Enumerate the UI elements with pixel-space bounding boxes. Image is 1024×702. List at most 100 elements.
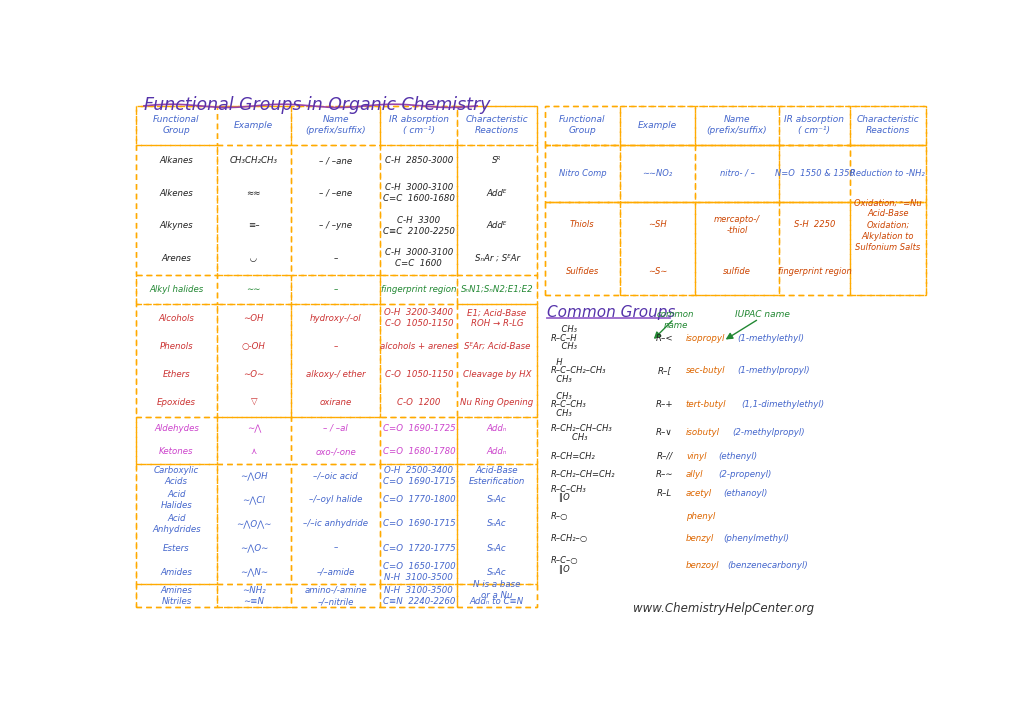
Text: R–C–CH₂–CH₃: R–C–CH₂–CH₃ xyxy=(551,366,606,376)
Text: Thiols: Thiols xyxy=(570,220,595,230)
Text: IR absorption
( cm⁻¹): IR absorption ( cm⁻¹) xyxy=(784,115,845,135)
Text: (2-methylpropyl): (2-methylpropyl) xyxy=(732,428,805,437)
Text: oxirane: oxirane xyxy=(319,398,351,407)
Text: vinyl: vinyl xyxy=(686,451,707,461)
Text: N=O  1550 & 1350: N=O 1550 & 1350 xyxy=(774,168,854,178)
Text: Acid
Halides: Acid Halides xyxy=(161,490,193,510)
Text: Aldehydes: Aldehydes xyxy=(154,424,199,433)
Text: CH₃CH₂CH₃: CH₃CH₂CH₃ xyxy=(229,157,278,166)
Text: ∼O∼: ∼O∼ xyxy=(243,370,264,379)
Text: Amines: Amines xyxy=(161,585,193,595)
Text: Acid-Base
Esterification: Acid-Base Esterification xyxy=(469,465,525,486)
Text: fingerprint region: fingerprint region xyxy=(777,267,851,276)
Text: R–CH₂–CH–CH₃: R–CH₂–CH–CH₃ xyxy=(551,424,612,433)
Text: fingerprint region: fingerprint region xyxy=(381,285,457,294)
Text: ∼≡N: ∼≡N xyxy=(244,597,264,606)
Text: acetyl: acetyl xyxy=(686,489,712,498)
Text: Nu Ring Opening: Nu Ring Opening xyxy=(461,398,534,407)
Text: (ethenyl): (ethenyl) xyxy=(719,451,758,461)
Text: SₙAr ; SᴱAr: SₙAr ; SᴱAr xyxy=(474,254,519,263)
Text: Epoxides: Epoxides xyxy=(157,398,196,407)
Text: allyl: allyl xyxy=(686,470,703,479)
Text: Nitriles: Nitriles xyxy=(162,597,191,606)
Text: Alcohols: Alcohols xyxy=(159,314,195,323)
Text: tert-butyl: tert-butyl xyxy=(686,400,726,409)
Text: –/–nitrile: –/–nitrile xyxy=(317,597,353,606)
Text: mercapto-/
-thiol: mercapto-/ -thiol xyxy=(714,215,760,235)
Text: ∼OH: ∼OH xyxy=(244,314,264,323)
Text: C-O  1050-1150: C-O 1050-1150 xyxy=(385,370,453,379)
Text: ‖O: ‖O xyxy=(551,565,569,574)
Text: Addᴱ: Addᴱ xyxy=(486,189,507,198)
Text: www.ChemistryHelpCenter.org: www.ChemistryHelpCenter.org xyxy=(633,602,814,615)
Text: SᴱAr; Acid-Base: SᴱAr; Acid-Base xyxy=(464,342,530,351)
Text: H: H xyxy=(551,357,562,366)
Text: – / –ane: – / –ane xyxy=(318,157,352,166)
Text: isopropyl: isopropyl xyxy=(686,333,725,343)
Text: Addᴱ: Addᴱ xyxy=(486,221,507,230)
Text: ∼⋀: ∼⋀ xyxy=(247,424,261,433)
Text: Alkanes: Alkanes xyxy=(160,157,194,166)
Text: Carboxylic
Acids: Carboxylic Acids xyxy=(154,465,199,486)
Text: – / –al: – / –al xyxy=(324,424,348,433)
Text: Characteristic
Reactions: Characteristic Reactions xyxy=(466,115,528,135)
Text: ‖O: ‖O xyxy=(551,494,569,502)
Text: C=O  1770-1800: C=O 1770-1800 xyxy=(383,496,455,504)
Text: R–∼: R–∼ xyxy=(655,470,674,479)
Text: R–C–CH₃: R–C–CH₃ xyxy=(551,484,587,494)
Text: Characteristic
Reactions: Characteristic Reactions xyxy=(856,115,920,135)
Text: Common Groups: Common Groups xyxy=(547,305,676,320)
Text: R–CH=CH₂: R–CH=CH₂ xyxy=(551,451,596,461)
Text: ◡: ◡ xyxy=(251,254,257,263)
Text: sec-butyl: sec-butyl xyxy=(686,366,725,376)
Text: ∼⋀O⋀∼: ∼⋀O⋀∼ xyxy=(237,519,271,529)
Text: C=O  1650-1700
N-H  3100-3500: C=O 1650-1700 N-H 3100-3500 xyxy=(383,562,455,582)
Text: –: – xyxy=(334,342,338,351)
Text: (2-propenyl): (2-propenyl) xyxy=(719,470,772,479)
Text: oxo-/-one: oxo-/-one xyxy=(315,447,356,456)
Text: O-H  3200-3400
C-O  1050-1150: O-H 3200-3400 C-O 1050-1150 xyxy=(384,308,454,329)
Text: Functional Groups in Organic Chemistry: Functional Groups in Organic Chemistry xyxy=(143,96,490,114)
Text: CH₃: CH₃ xyxy=(551,409,571,418)
Text: Alkynes: Alkynes xyxy=(160,221,194,230)
Text: – / –yne: – / –yne xyxy=(319,221,352,230)
Text: ○-OH: ○-OH xyxy=(242,342,265,351)
Text: common
name: common name xyxy=(656,310,694,329)
Text: Ethers: Ethers xyxy=(163,370,190,379)
Text: phenyl: phenyl xyxy=(686,512,715,521)
Text: ∼∼: ∼∼ xyxy=(247,285,261,294)
Text: C-H  3300
C≡C  2100-2250: C-H 3300 C≡C 2100-2250 xyxy=(383,216,455,236)
Text: (1-methylpropyl): (1-methylpropyl) xyxy=(737,366,810,376)
Text: N-H  3100-3500: N-H 3100-3500 xyxy=(384,585,454,595)
Text: CH₃: CH₃ xyxy=(551,325,577,334)
Text: ∼⋀OH: ∼⋀OH xyxy=(240,471,267,480)
Text: R–<: R–< xyxy=(655,333,674,343)
Text: Name
(prefix/suffix): Name (prefix/suffix) xyxy=(305,115,366,135)
Text: isobutyl: isobutyl xyxy=(686,428,720,437)
Text: Amides: Amides xyxy=(161,568,193,576)
Text: benzyl: benzyl xyxy=(686,534,714,543)
Text: Functional
Group: Functional Group xyxy=(559,115,605,135)
Text: amino-/-amine: amino-/-amine xyxy=(304,585,367,595)
Text: hydroxy-/-ol: hydroxy-/-ol xyxy=(309,314,361,323)
Text: –/–oyl halide: –/–oyl halide xyxy=(309,496,362,504)
Text: (1-methylethyl): (1-methylethyl) xyxy=(737,333,804,343)
Text: IUPAC name: IUPAC name xyxy=(735,310,791,319)
Text: SₙAc: SₙAc xyxy=(487,496,507,504)
Text: –/–amide: –/–amide xyxy=(316,568,354,576)
Text: C=O  1690-1715: C=O 1690-1715 xyxy=(383,519,455,529)
Text: C-H  3000-3100
C=C  1600-1680: C-H 3000-3100 C=C 1600-1680 xyxy=(383,183,455,204)
Text: alcohols + arenes: alcohols + arenes xyxy=(380,342,458,351)
Text: –: – xyxy=(334,543,338,552)
Text: C=O  1690-1725: C=O 1690-1725 xyxy=(383,424,455,433)
Text: CH₃: CH₃ xyxy=(551,432,588,442)
Text: R–L: R–L xyxy=(657,489,672,498)
Text: Alkenes: Alkenes xyxy=(160,189,194,198)
Text: Alkyl halides: Alkyl halides xyxy=(150,285,204,294)
Text: SₙAc: SₙAc xyxy=(487,568,507,576)
Text: Nitro Comp: Nitro Comp xyxy=(558,168,606,178)
Text: SₙAc: SₙAc xyxy=(487,519,507,529)
Text: ∼S∼: ∼S∼ xyxy=(648,267,668,276)
Text: R–CH₂–○: R–CH₂–○ xyxy=(551,534,588,543)
Text: alkoxy-/ ether: alkoxy-/ ether xyxy=(306,370,366,379)
